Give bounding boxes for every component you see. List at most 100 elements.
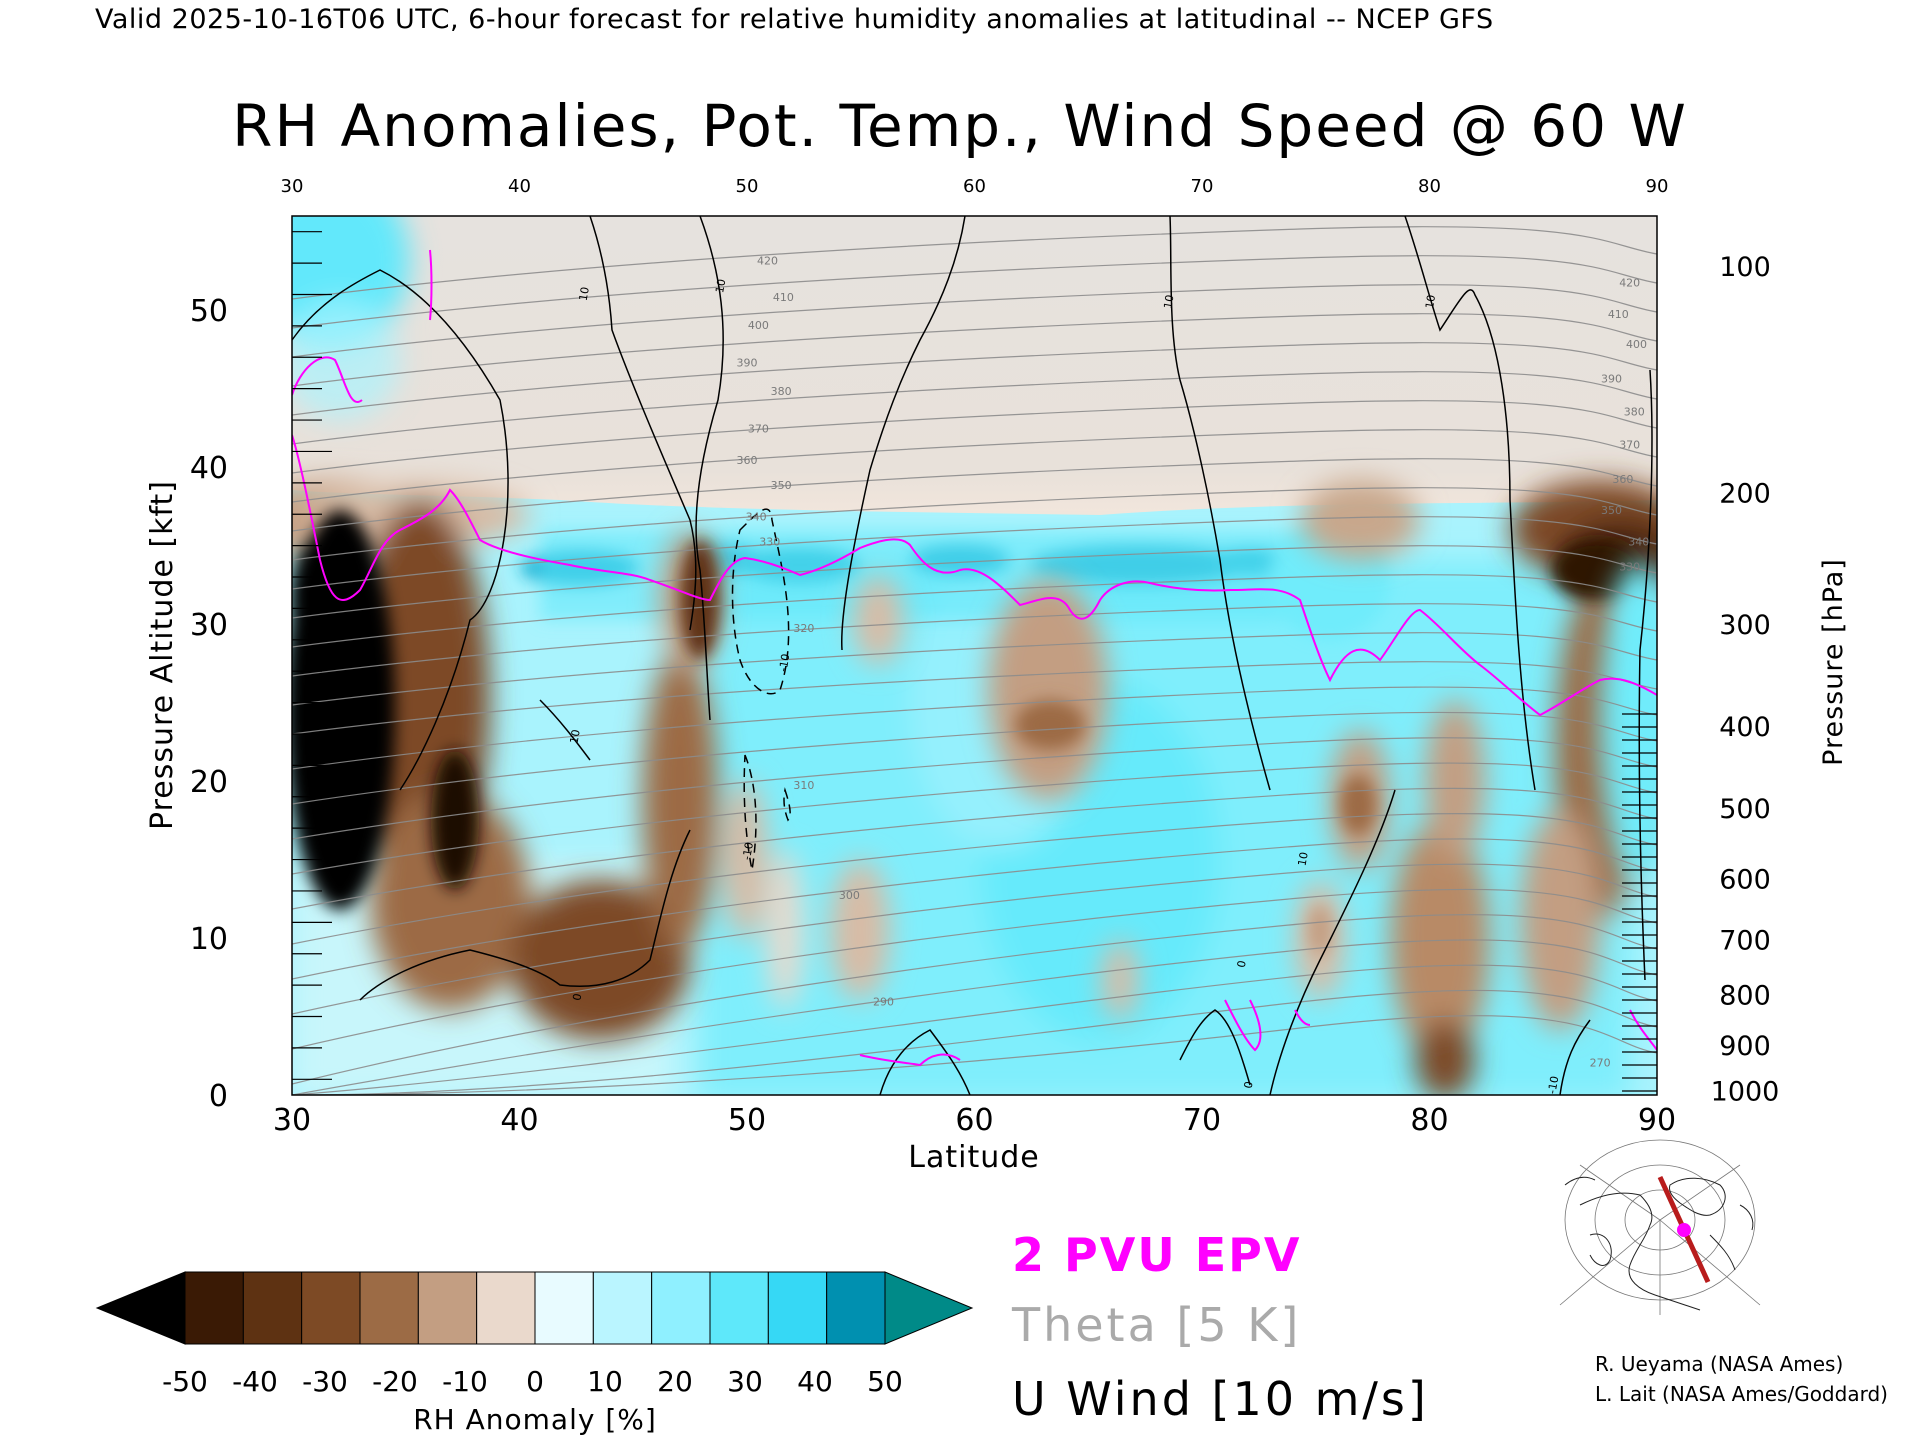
y-tick-label: 20	[190, 765, 228, 800]
colorbar-tick-label: -40	[232, 1365, 278, 1398]
y-axis-ticks: 0 10 20 30 40 50	[190, 294, 228, 1114]
wind-label: 10	[1161, 294, 1176, 310]
colorbar-bin	[651, 1271, 711, 1345]
x-axis-ticks: 30 40 50 60 70 80 90	[273, 1103, 1676, 1138]
colorbar-tick-label: 30	[727, 1365, 763, 1398]
colorbar-bin	[592, 1271, 653, 1345]
plot-frame	[291, 215, 1658, 1096]
x-tick-label: 90	[1638, 1103, 1676, 1138]
isotach-line	[1179, 1009, 1251, 1086]
colorbar-bin	[184, 1271, 244, 1345]
theta-label: 330	[759, 536, 780, 549]
theta-label: 410	[1608, 308, 1629, 321]
pressure-tick-label: 700	[1719, 926, 1771, 957]
wind-label: 10	[1423, 294, 1438, 310]
pressure-axis-label: Pressure [hPa]	[1818, 558, 1849, 766]
x-axis-label: Latitude	[908, 1140, 1039, 1175]
theta-line	[292, 686, 1657, 770]
theta-line	[292, 888, 1657, 1050]
theta-line	[292, 487, 1657, 561]
altitude-inner-ticks	[292, 231, 332, 1080]
theta-label: 290	[873, 996, 894, 1009]
theta-label: 270	[1590, 1057, 1611, 1070]
x-top-tick-label: 60	[963, 176, 986, 197]
u-wind-isotachs	[292, 216, 1653, 1095]
theta-label: 400	[748, 319, 769, 332]
theta-line	[292, 939, 1657, 1095]
isotach-line	[1559, 1019, 1591, 1095]
theta-line	[292, 838, 1657, 980]
colorbar-label: RH Anomaly [%]	[413, 1403, 657, 1436]
pressure-tick-label: 200	[1719, 478, 1771, 509]
wind-label: 0	[1242, 1080, 1256, 1089]
theta-label: 350	[771, 479, 792, 492]
epv-line	[292, 434, 1657, 717]
y-tick-label: 0	[209, 1079, 228, 1114]
credit-author-1: R. Ueyama (NASA Ames)	[1595, 1352, 1844, 1376]
wind-contour-labels: 10 10 10 10 10 -10 -10 0 10 0 0 -10	[568, 278, 1562, 1095]
legend-uwind: U Wind [10 m/s]	[1012, 1372, 1429, 1426]
theta-line	[292, 914, 1657, 1085]
inset-locator-map	[1559, 1139, 1761, 1315]
theta-line	[292, 787, 1657, 910]
theta-line	[292, 711, 1657, 805]
isotach-line	[841, 216, 966, 651]
theta-line	[292, 371, 1657, 445]
x-tick-label: 50	[728, 1103, 766, 1138]
theta-line	[292, 762, 1657, 875]
theta-label: 400	[1626, 338, 1647, 351]
colorbar-bin	[534, 1271, 594, 1345]
theta-line	[292, 813, 1657, 945]
x-top-tick-label: 30	[281, 176, 304, 197]
theta-line	[292, 1015, 1657, 1095]
theta-line	[292, 313, 1657, 387]
colorbar-tick-label: -50	[162, 1365, 208, 1398]
wind-label: 10	[713, 278, 728, 294]
theta-label: 390	[737, 357, 758, 370]
theta-line	[292, 342, 1657, 416]
isotach-line	[539, 699, 591, 761]
theta-line	[292, 989, 1657, 1095]
isotach-line	[1638, 369, 1653, 981]
theta-label: 370	[1619, 438, 1640, 451]
chart-title: RH Anomalies, Pot. Temp., Wind Speed @ 6…	[232, 92, 1688, 160]
epv-line	[859, 1053, 961, 1067]
isotach-line	[1169, 216, 1271, 791]
theta-line	[292, 400, 1657, 474]
theta-label: 360	[737, 454, 758, 467]
isotach-line	[292, 269, 509, 791]
theta-label: 300	[839, 889, 860, 902]
theta-label: 380	[771, 385, 792, 398]
colorbar-tick-label: -10	[442, 1365, 488, 1398]
x-top-tick-label: 90	[1646, 176, 1669, 197]
x-top-tick-label: 70	[1191, 176, 1214, 197]
theta-line	[292, 429, 1657, 503]
colorbar-tick-label: 20	[657, 1365, 693, 1398]
theta-label: 340	[1628, 536, 1649, 549]
rh-anomaly-field: 420 410 400 390 380 370 360 350 340 330 320 310 300 2…	[292, 216, 1657, 1095]
colorbar-tick-label: -30	[302, 1365, 348, 1398]
wind-label: 10	[577, 286, 592, 302]
theta-line	[292, 574, 1657, 648]
pressure-tick-label: 100	[1719, 252, 1771, 283]
wind-label: 0	[570, 992, 584, 1001]
wind-label: -10	[1545, 1075, 1561, 1095]
theta-line	[292, 458, 1657, 532]
colorbar-bin	[709, 1271, 769, 1345]
theta-line	[292, 255, 1657, 329]
epv-line	[1629, 1009, 1657, 1051]
theta-line	[292, 603, 1657, 677]
y-tick-label: 10	[190, 922, 228, 957]
theta-label: 390	[1601, 372, 1622, 385]
theta-line	[292, 284, 1657, 358]
y-axis-label: Pressure Altitude [kft]	[145, 480, 180, 830]
colorbar-tick-label: 0	[526, 1365, 544, 1398]
isotach-line	[879, 1029, 971, 1095]
epv-line	[292, 356, 363, 403]
colorbar-high-arrow	[884, 1271, 974, 1345]
credit-author-2: L. Lait (NASA Ames/Goddard)	[1595, 1382, 1888, 1406]
colorbar-tick-label: 10	[587, 1365, 623, 1398]
legend-theta: Theta [5 K]	[1012, 1298, 1302, 1352]
colorbar-tick-label: 40	[797, 1365, 833, 1398]
